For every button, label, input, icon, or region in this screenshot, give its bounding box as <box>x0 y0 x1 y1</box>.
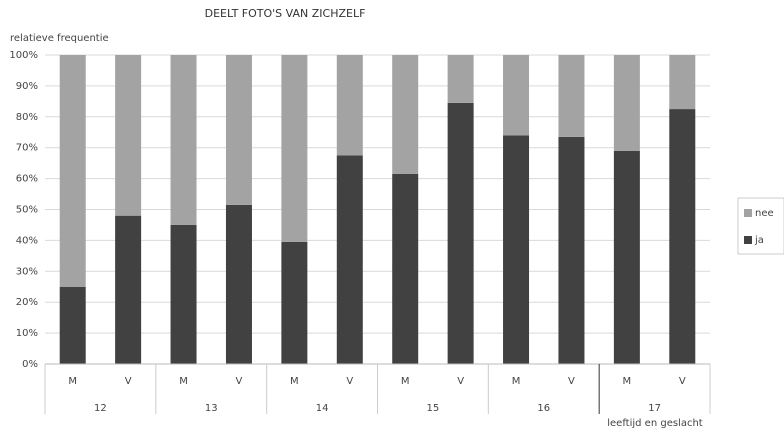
bar-segment <box>170 55 197 225</box>
y-tick-label: 10% <box>16 328 38 339</box>
x-tick-label: V <box>125 376 132 387</box>
y-tick-label: 40% <box>16 235 38 246</box>
bar-segment <box>336 155 363 364</box>
bar-segment <box>558 136 585 364</box>
bar-segment <box>503 135 530 364</box>
x-tick-label: M <box>179 376 188 387</box>
x-tick-label: M <box>290 376 299 387</box>
bar-segment <box>281 55 308 242</box>
group-label: 14 <box>316 403 329 414</box>
bar-segment <box>669 109 696 364</box>
chart-title: DEELT FOTO'S VAN ZICHZELF <box>205 7 366 20</box>
x-tick-label: V <box>457 376 464 387</box>
x-tick-label: M <box>68 376 77 387</box>
bar-segment <box>669 55 696 110</box>
x-tick-label: V <box>679 376 686 387</box>
x-tick-label: V <box>346 376 353 387</box>
group-label: 13 <box>205 403 218 414</box>
legend-label: nee <box>755 208 774 219</box>
bar-segment <box>115 55 142 216</box>
group-label: 15 <box>427 403 440 414</box>
bar-segment <box>225 55 252 205</box>
legend-swatch <box>744 209 752 217</box>
bar-segment <box>336 55 363 156</box>
bar-segment <box>447 55 474 103</box>
y-tick-label: 90% <box>16 81 38 92</box>
bar-segment <box>281 241 308 364</box>
bar-segment <box>613 55 640 151</box>
legend-swatch <box>744 236 752 244</box>
group-label: 12 <box>94 403 107 414</box>
legend-box <box>737 197 784 255</box>
bar-segment <box>115 215 142 364</box>
bar-segment <box>59 286 86 364</box>
bar-segment <box>392 173 419 364</box>
x-tick-label: M <box>401 376 410 387</box>
bar-segment <box>59 55 86 287</box>
bar-segment <box>447 102 474 365</box>
y-tick-label: 50% <box>16 205 38 216</box>
bar-segment <box>558 55 585 137</box>
x-tick-label: V <box>236 376 243 387</box>
y-tick-label: 80% <box>16 112 38 123</box>
y-axis-label: relatieve frequentie <box>10 33 109 44</box>
bar-segment <box>503 55 530 136</box>
bar-segment <box>225 204 252 364</box>
x-tick-label: V <box>568 376 575 387</box>
y-tick-label: 30% <box>16 266 38 277</box>
y-tick-label: 100% <box>9 50 38 61</box>
bar-segment <box>392 55 419 174</box>
y-tick-label: 70% <box>16 143 38 154</box>
y-tick-label: 20% <box>16 297 38 308</box>
bar-segment <box>613 150 640 364</box>
legend-label: ja <box>754 235 764 246</box>
x-tick-label: M <box>512 376 521 387</box>
y-tick-label: 0% <box>22 359 38 370</box>
bar-segment <box>170 224 197 364</box>
x-tick-label: M <box>623 376 632 387</box>
group-label: 17 <box>648 403 661 414</box>
group-label: 16 <box>537 403 550 414</box>
x-axis-label: leeftijd en geslacht <box>607 418 703 429</box>
y-tick-label: 60% <box>16 174 38 185</box>
